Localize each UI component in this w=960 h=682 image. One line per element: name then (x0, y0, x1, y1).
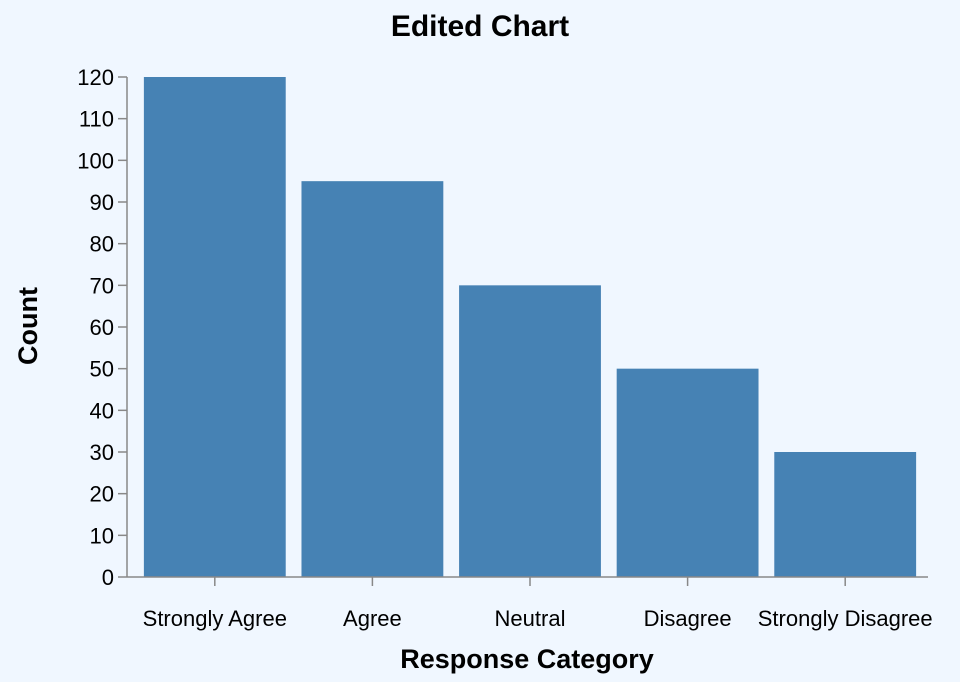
x-tick-label: Disagree (644, 606, 732, 631)
x-axis-ticks: Strongly Agree Agree Neutral Disagree Strong… (143, 577, 933, 631)
x-tick-label: Strongly Agree (143, 606, 287, 631)
y-tick-label: 20 (90, 482, 114, 507)
y-tick-label: 30 (90, 440, 114, 465)
x-tick-label: Agree (343, 606, 402, 631)
x-tick-label: Strongly Disagree (758, 606, 933, 631)
x-axis-title: Response Category (400, 644, 654, 674)
y-tick-label: 80 (90, 232, 114, 257)
chart-title: Edited Chart (391, 10, 569, 43)
y-tick-label: 120 (77, 65, 114, 90)
bar (616, 368, 759, 577)
bar (301, 181, 444, 577)
y-axis-title: Count (13, 287, 43, 365)
bar (143, 77, 286, 577)
y-axis-ticks: 0 10 20 30 40 50 60 70 80 90 100 110 120 (77, 65, 127, 590)
y-tick-label: 60 (90, 315, 114, 340)
y-tick-label: 50 (90, 357, 114, 382)
y-tick-label: 10 (90, 523, 114, 548)
y-tick-label: 0 (102, 565, 114, 590)
y-tick-label: 40 (90, 398, 114, 423)
x-tick-label: Neutral (495, 606, 566, 631)
y-tick-label: 100 (77, 148, 114, 173)
y-tick-label: 110 (79, 107, 114, 132)
y-tick-label: 90 (90, 190, 114, 215)
bar (774, 452, 917, 577)
y-tick-label: 70 (90, 273, 114, 298)
bars (143, 77, 917, 577)
bar (459, 285, 601, 577)
